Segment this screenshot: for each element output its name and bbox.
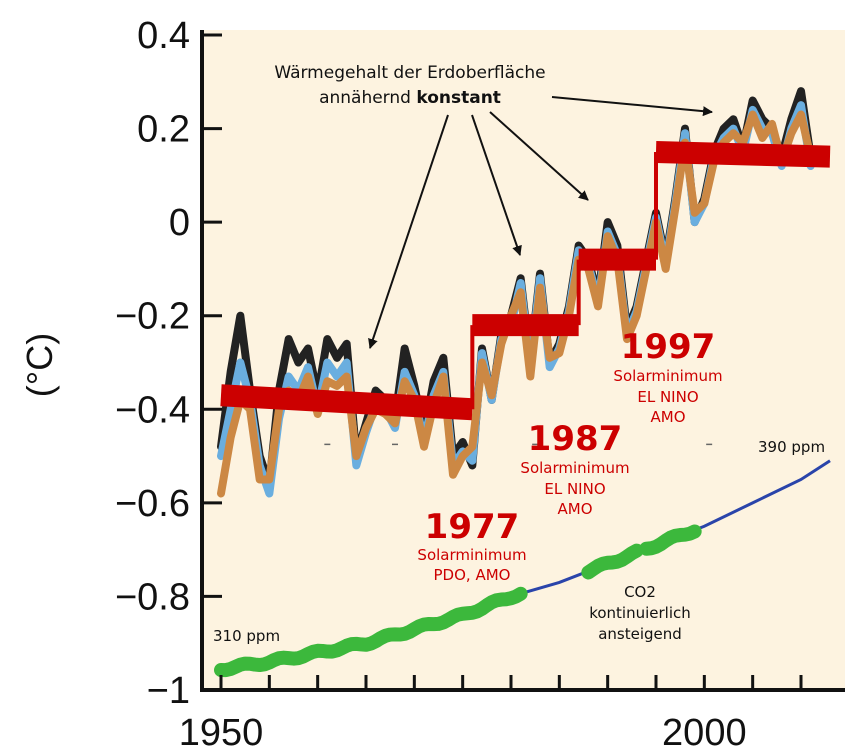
step-segment-0 (220, 384, 473, 421)
period-1997-line2: EL NINO (637, 388, 698, 406)
y-tick-label-3: −0.2 (115, 296, 190, 338)
y-axis-title: (°C) (19, 333, 60, 397)
period-1987-line2: EL NINO (544, 480, 605, 498)
period-1977-line2: PDO, AMO (434, 566, 511, 584)
co2-highlight-2 (639, 524, 702, 556)
y-tick-label-7: −1 (147, 670, 190, 712)
period-1997-year: 1997 (621, 327, 716, 367)
arrow-to-1976-plateau (471, 114, 522, 256)
ppm-end-label: 390 ppm (758, 438, 825, 456)
period-1997-label: 1997 Solarminimum EL NINO AMO (613, 327, 722, 426)
co2-annotation: CO2 kontinuierlich ansteigend 310 ppm 39… (213, 438, 825, 645)
heat-annotation-normal: annähernd (319, 88, 416, 108)
y-tick-label-0: 0.4 (137, 15, 190, 57)
period-1977-line1: Solarminimum (417, 546, 526, 564)
period-1977-label: 1977 Solarminimum PDO, AMO (417, 507, 526, 584)
x-ticks: 1950 2000 (179, 675, 803, 754)
co2-label-line2: kontinuierlich (589, 604, 691, 622)
step-segment-3 (655, 140, 831, 168)
arrow-to-1987-plateau (489, 111, 589, 201)
y-tick-label-4: −0.4 (115, 389, 190, 431)
y-tick-label-2: 0 (169, 202, 190, 244)
period-1997-line3: AMO (650, 408, 685, 426)
heat-annotation-line1: Wärmegehalt der Erdoberfläche (274, 63, 545, 83)
step-trend (220, 140, 831, 421)
period-1987-year: 1987 (528, 419, 623, 459)
x-tick-label-0: 1950 (179, 712, 264, 754)
co2-curve (214, 459, 831, 678)
co2-label-line1: CO2 (624, 583, 656, 601)
co2-highlight-1 (581, 543, 644, 580)
period-1997-line1: Solarminimum (613, 367, 722, 385)
period-1977-year: 1977 (425, 507, 520, 547)
y-ticks: 0.4 0.2 0 −0.2 −0.4 −0.6 −0.8 −1 (115, 15, 222, 712)
y-tick-label-1: 0.2 (137, 109, 190, 151)
period-1987-label: 1987 Solarminimum EL NINO AMO (520, 419, 629, 518)
period-1987-line3: AMO (557, 500, 592, 518)
period-1987-line1: Solarminimum (520, 459, 629, 477)
heat-annotation-bold: konstant (416, 88, 501, 108)
ppm-start-label: 310 ppm (213, 627, 280, 645)
arrow-to-1995-plateau (551, 96, 713, 117)
heat-annotation-line2: annähernd konstant (319, 88, 501, 108)
x-tick-label-1: 2000 (662, 712, 747, 754)
co2-highlight-0 (214, 586, 528, 678)
y-tick-label-5: −0.6 (115, 483, 190, 525)
heat-content-annotation: Wärmegehalt der Erdoberfläche annähernd … (274, 63, 713, 349)
y-tick-label-6: −0.8 (115, 576, 190, 618)
co2-label-line3: ansteigend (598, 625, 682, 643)
arrow-to-1950-plateau (368, 114, 449, 349)
